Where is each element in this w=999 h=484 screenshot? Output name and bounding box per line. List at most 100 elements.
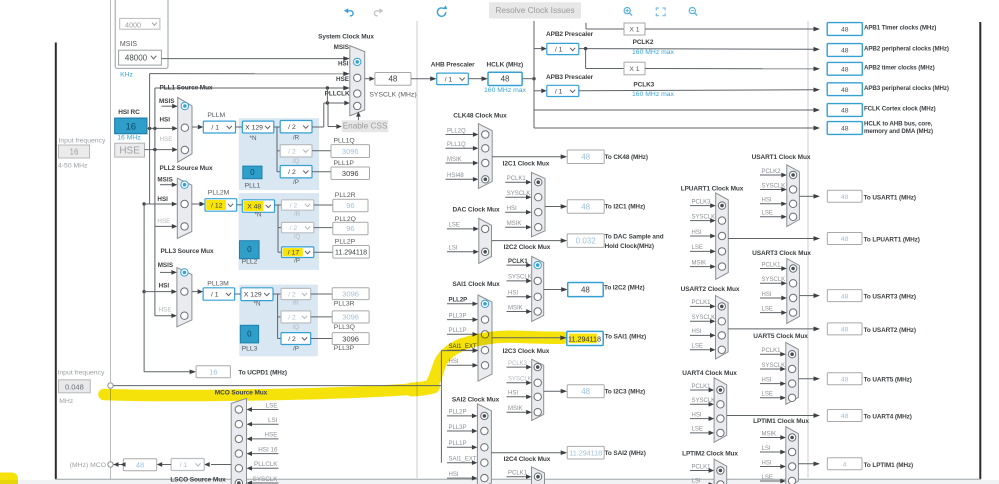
svg-text:USART2 Clock Mux: USART2 Clock Mux xyxy=(681,286,740,293)
svg-text:To DAC Sample and: To DAC Sample and xyxy=(605,233,664,240)
svg-text:PCLK1: PCLK1 xyxy=(508,259,528,265)
svg-text:/R: /R xyxy=(293,300,300,307)
svg-text:MSIS: MSIS xyxy=(334,44,349,51)
svg-text:/ 12: / 12 xyxy=(211,202,223,209)
svg-text:PCLK3: PCLK3 xyxy=(692,199,712,205)
svg-text:/ 2: / 2 xyxy=(290,225,298,232)
svg-text:MSIK: MSIK xyxy=(447,157,462,163)
svg-text:MSIK: MSIK xyxy=(508,305,523,311)
svg-text:HSI: HSI xyxy=(338,60,349,67)
svg-text:PCLK3: PCLK3 xyxy=(508,361,528,367)
svg-text:48: 48 xyxy=(841,67,849,74)
svg-text:LSE: LSE xyxy=(762,211,773,217)
svg-text:To SAI1 (MHz): To SAI1 (MHz) xyxy=(605,334,646,341)
svg-text:HSI48: HSI48 xyxy=(447,173,464,179)
svg-text:PLL2 Source Mux: PLL2 Source Mux xyxy=(159,165,213,172)
svg-text:3096: 3096 xyxy=(342,169,359,178)
svg-text:*N: *N xyxy=(250,135,257,142)
svg-text:PLL3M: PLL3M xyxy=(207,280,229,287)
svg-text:48: 48 xyxy=(841,48,849,55)
svg-text:I2C2 Clock Mux: I2C2 Clock Mux xyxy=(504,244,551,251)
svg-text:SYSCLK: SYSCLK xyxy=(508,377,532,383)
svg-text:DAC Clock Mux: DAC Clock Mux xyxy=(452,207,500,214)
svg-text:MSIK: MSIK xyxy=(508,406,523,412)
svg-text:PLL1: PLL1 xyxy=(245,183,261,190)
svg-text:APB3 Prescaler: APB3 Prescaler xyxy=(546,74,594,81)
svg-text:UART4 Clock Mux: UART4 Clock Mux xyxy=(682,370,737,377)
svg-text:/P: /P xyxy=(294,258,300,265)
svg-text:MSIK: MSIK xyxy=(692,260,707,266)
svg-text:FCLK Cortex clock (MHz): FCLK Cortex clock (MHz) xyxy=(864,106,936,113)
svg-text:4: 4 xyxy=(843,462,847,469)
svg-text:*N: *N xyxy=(255,212,262,219)
svg-text:MSIS: MSIS xyxy=(159,98,174,105)
svg-text:X 48: X 48 xyxy=(247,204,261,211)
svg-text:To UART5 (MHz): To UART5 (MHz) xyxy=(864,377,912,384)
svg-text:PCLK1: PCLK1 xyxy=(692,464,712,470)
svg-text:SYSCLK: SYSCLK xyxy=(253,476,279,483)
svg-text:LSI: LSI xyxy=(762,446,771,452)
svg-text:To USART1 (MHz): To USART1 (MHz) xyxy=(864,194,916,201)
svg-text:48: 48 xyxy=(841,194,849,201)
svg-text:LSI: LSI xyxy=(449,246,458,252)
svg-text:MSIS: MSIS xyxy=(158,262,173,269)
svg-text:SYSCLK: SYSCLK xyxy=(762,363,786,369)
svg-text:System Clock Mux: System Clock Mux xyxy=(318,33,374,40)
svg-text:3096: 3096 xyxy=(342,289,359,298)
svg-text:PLL1Q: PLL1Q xyxy=(334,138,355,145)
svg-text:96: 96 xyxy=(346,224,354,233)
svg-text:PCLK2: PCLK2 xyxy=(762,169,782,175)
svg-text:48: 48 xyxy=(841,413,849,420)
svg-text:/ 1: / 1 xyxy=(555,47,563,54)
svg-text:LSE: LSE xyxy=(692,427,703,433)
svg-text:MSIS: MSIS xyxy=(157,177,172,184)
svg-text:3096: 3096 xyxy=(342,313,359,322)
svg-text:PLLCLK: PLLCLK xyxy=(325,91,350,98)
svg-text:/ 2: / 2 xyxy=(288,292,296,299)
svg-text:11.294118: 11.294118 xyxy=(569,448,602,457)
svg-text:HSI: HSI xyxy=(449,472,459,478)
svg-text:0: 0 xyxy=(247,330,252,339)
svg-text:11.294118: 11.294118 xyxy=(568,334,601,343)
svg-text:X 1: X 1 xyxy=(629,66,639,73)
svg-text:/ 17: / 17 xyxy=(288,250,300,257)
svg-text:I2C3 Clock Mux: I2C3 Clock Mux xyxy=(503,348,550,355)
svg-text:HSI: HSI xyxy=(762,377,772,383)
svg-text:/ 1: / 1 xyxy=(180,462,188,469)
svg-text:PLL3P: PLL3P xyxy=(449,313,467,319)
svg-text:To USART2 (MHz): To USART2 (MHz) xyxy=(864,327,916,334)
svg-text:MCO Source Mux: MCO Source Mux xyxy=(215,389,268,396)
svg-text:HSI: HSI xyxy=(692,412,702,418)
svg-text:PLL2Q: PLL2Q xyxy=(447,128,466,134)
svg-text:48: 48 xyxy=(841,87,849,94)
svg-text:48: 48 xyxy=(581,202,590,211)
svg-text:LSE: LSE xyxy=(692,344,703,350)
svg-text:HSI: HSI xyxy=(762,460,772,466)
svg-text:APB2 Prescaler: APB2 Prescaler xyxy=(546,31,594,38)
svg-text:/ 2: / 2 xyxy=(288,314,296,321)
svg-text:HSI: HSI xyxy=(692,230,702,236)
svg-text:16: 16 xyxy=(126,122,137,133)
svg-text:HSI: HSI xyxy=(762,292,772,298)
svg-text:48: 48 xyxy=(388,75,397,84)
svg-text:11.294118: 11.294118 xyxy=(335,250,367,257)
svg-text:UART5 Clock Mux: UART5 Clock Mux xyxy=(753,333,808,340)
svg-text:SYSCLK: SYSCLK xyxy=(692,214,716,220)
svg-text:PLL1P: PLL1P xyxy=(449,328,467,334)
svg-text:/ 1: / 1 xyxy=(555,88,563,95)
svg-text:PCLK1: PCLK1 xyxy=(692,384,712,390)
svg-text:APB3 peripheral clocks (MHz): APB3 peripheral clocks (MHz) xyxy=(864,85,949,92)
svg-text:PLL2Q: PLL2Q xyxy=(335,216,356,223)
svg-text:4-50 MHz: 4-50 MHz xyxy=(58,163,88,170)
svg-text:PCLK1: PCLK1 xyxy=(692,300,712,306)
svg-text:16 MHz: 16 MHz xyxy=(117,134,141,141)
svg-text:48: 48 xyxy=(841,126,849,133)
svg-text:KHz: KHz xyxy=(120,72,133,79)
svg-text:HSE: HSE xyxy=(159,307,172,314)
svg-text:160 MHz max: 160 MHz max xyxy=(632,49,675,56)
svg-text:To I2C2 (MHz): To I2C2 (MHz) xyxy=(604,284,644,291)
svg-text:LSE: LSE xyxy=(762,392,773,398)
svg-text:48: 48 xyxy=(841,236,849,243)
svg-text:SYSCLK: SYSCLK xyxy=(762,277,786,283)
svg-text:48: 48 xyxy=(841,27,849,34)
